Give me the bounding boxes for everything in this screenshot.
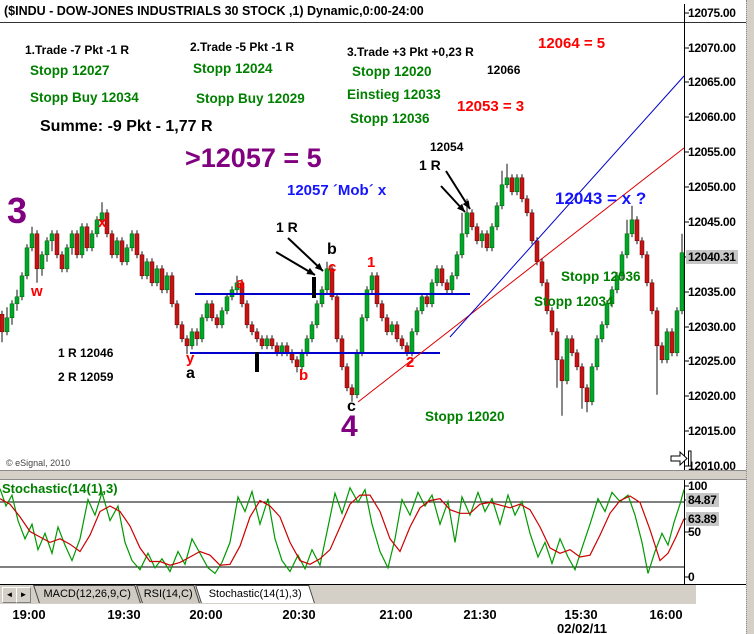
annotation-level-12064: 12064 = 5 <box>538 35 606 52</box>
annotation-trade3-stopp: Stopp 12020 <box>352 64 432 79</box>
tab-scroll-right-button[interactable]: ► <box>16 587 31 603</box>
price-axis-label: 12050.00 <box>688 180 736 194</box>
time-axis-label: 19:00 <box>12 607 46 622</box>
annotation-wave-4: 4 <box>341 410 358 443</box>
chart-title: ($INDU - DOW-JONES INDUSTRIALS 30 STOCK … <box>4 4 424 18</box>
price-axis-label: 12020.00 <box>688 389 736 403</box>
time-axis: 19:00 19:30 20:00 20:30 21:00 21:30 15:30 16:00… <box>0 604 754 634</box>
time-axis-label: 21:30 <box>463 607 497 622</box>
time-axis-label: 16:00 <box>649 607 683 622</box>
time-axis-label: 21:00 <box>379 607 413 622</box>
annotation-risk-2r-12059: 2 R 12059 <box>58 370 114 384</box>
stoch-axis-label: 63.89 <box>686 512 719 526</box>
price-axis-label: 12015.00 <box>688 424 736 438</box>
price-axis-label: 12040.31 <box>686 250 738 264</box>
study-tabstrip: ◄ ► MACD(12,26,9,C) RSI(14,C) Stochastic… <box>0 585 696 604</box>
annotation-trade1-stopp: Stopp 12027 <box>30 63 110 78</box>
price-axis-label: 12010.00 <box>688 459 736 473</box>
price-axis-label: 12065.00 <box>688 75 736 89</box>
annotation-wave-c-black: c <box>347 398 356 415</box>
annotation-wave-3: 3 <box>7 190 28 231</box>
annotation-trade2-stopp-buy: Stopp Buy 12029 <box>196 91 305 106</box>
annotation-risk-1r-12046: 1 R 12046 <box>58 346 114 360</box>
stochastic-study-label: Stochastic(14(1),3) <box>2 481 118 496</box>
panel-splitter[interactable] <box>0 470 747 480</box>
annotation-wave-w: w <box>31 283 43 300</box>
annotation-trade1-stopp-buy: Stopp Buy 12034 <box>30 90 139 105</box>
stoch-axis-label: 50 <box>688 525 701 539</box>
date-label: 02/02/11 <box>557 621 607 634</box>
window-edge <box>746 0 754 634</box>
time-axis-label: 15:30 <box>564 607 598 622</box>
time-axis-label: 20:00 <box>189 607 223 622</box>
time-axis-label: 19:30 <box>107 607 141 622</box>
time-axis-label: 20:30 <box>282 607 316 622</box>
annotation-trade2-stopp: Stopp 12024 <box>193 61 273 76</box>
price-axis-label: 12035.00 <box>688 285 736 299</box>
annotation-trade1-title: 1.Trade -7 Pkt -1 R <box>25 43 130 57</box>
tab-scroll-left-button[interactable]: ◄ <box>2 587 17 603</box>
tab-rsi[interactable]: RSI(14,C) <box>136 585 200 603</box>
copyright-text: © eSignal, 2010 <box>6 458 71 468</box>
price-axis-label: 12025.00 <box>688 354 736 368</box>
annotation-one-r-left: 1 R <box>276 219 298 235</box>
annotation-wave-b-black: b <box>327 241 337 258</box>
annotation-summe: Summe: -9 Pkt - 1,77 R <box>40 118 213 135</box>
stoch-axis-label: 84.87 <box>686 493 719 507</box>
annotation-wave-y: y <box>186 350 195 367</box>
annotation-trade3-title: 3.Trade +3 Pkt +0,23 R <box>347 45 474 59</box>
stoch-axis-label: 0 <box>688 570 695 584</box>
annotation-level-12057-target: >12057 = 5 <box>185 143 322 173</box>
annotation-wave-a-black: a <box>186 365 195 382</box>
tab-stochastic[interactable]: Stochastic(14(1),3) <box>195 585 315 603</box>
price-axis-label: 12045.00 <box>688 215 736 229</box>
price-axis-label: 12060.00 <box>688 110 736 124</box>
price-axis-label: 12055.00 <box>688 145 736 159</box>
annotation-trade3-einstieg: Einstieg 12033 <box>347 87 441 102</box>
annotation-trade2-title: 2.Trade -5 Pkt -1 R <box>190 40 295 54</box>
price-axis-label: 12075.00 <box>688 6 736 20</box>
stoch-axis-label: 100 <box>688 479 708 493</box>
price-axis-label: 12070.00 <box>688 41 736 55</box>
annotation-level-12066: 12066 <box>487 63 521 77</box>
annotation-stopp-12020-mid: Stopp 12020 <box>425 409 505 424</box>
annotation-trade3-stopp2: Stopp 12036 <box>350 111 430 126</box>
price-axis-label: 12030.00 <box>688 320 736 334</box>
annotation-wave-b-red: b <box>299 367 309 384</box>
mouse-cursor-icon <box>670 450 692 467</box>
tab-macd[interactable]: MACD(12,26,9,C) <box>33 585 141 603</box>
